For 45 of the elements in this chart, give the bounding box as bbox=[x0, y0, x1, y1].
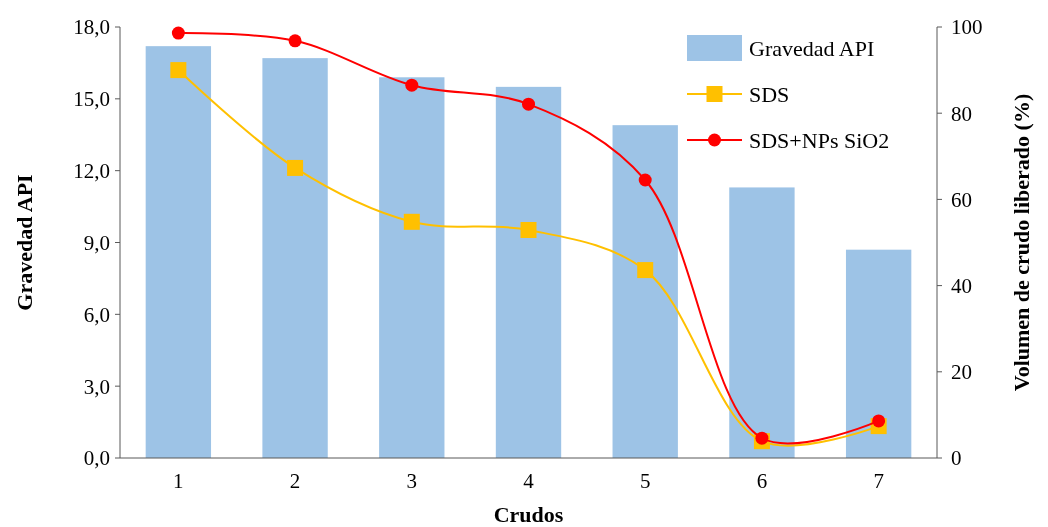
point bbox=[403, 213, 420, 230]
bar bbox=[612, 125, 678, 458]
point bbox=[522, 97, 535, 111]
y-tick-label: 0,0 bbox=[83, 446, 110, 471]
y-tick-label: 12,0 bbox=[73, 159, 110, 184]
bar bbox=[495, 86, 562, 458]
bar bbox=[145, 46, 212, 458]
x-tick-label: 4 bbox=[523, 469, 535, 493]
bar bbox=[262, 58, 328, 458]
y2-tick-label: 60 bbox=[951, 187, 972, 212]
y2-tick-label: 40 bbox=[951, 273, 972, 298]
y2-tick-label: 100 bbox=[951, 15, 983, 40]
x-tick-label: 3 bbox=[406, 469, 418, 493]
point bbox=[288, 34, 302, 48]
x-tick-label: 2 bbox=[289, 469, 301, 493]
x-tick-label: 7 bbox=[873, 469, 884, 493]
bar bbox=[379, 77, 445, 458]
y2-axis-title: Volumen de crudo liberado (%) bbox=[1009, 93, 1034, 392]
y-tick-label: 6,0 bbox=[83, 302, 110, 327]
x-tick-label: 6 bbox=[756, 469, 768, 493]
y-tick-label: 15,0 bbox=[73, 87, 110, 112]
point bbox=[520, 222, 537, 238]
y2-tick-label: 80 bbox=[951, 101, 972, 126]
point bbox=[637, 262, 654, 279]
y2-tick-label: 20 bbox=[951, 360, 972, 385]
point bbox=[638, 173, 652, 187]
y-tick-label: 9,0 bbox=[83, 230, 110, 255]
point bbox=[405, 78, 419, 92]
y-tick-label: 18,0 bbox=[73, 15, 110, 40]
x-axis-title: Crudos bbox=[493, 502, 564, 527]
point bbox=[872, 414, 886, 428]
legend-label: SDS bbox=[749, 81, 790, 107]
point bbox=[171, 26, 185, 40]
point bbox=[287, 159, 304, 176]
legend-label: SDS+NPs SiO2 bbox=[749, 127, 890, 153]
bar bbox=[729, 187, 795, 458]
legend-label: Gravedad API bbox=[749, 35, 875, 61]
y-tick-label: 3,0 bbox=[83, 374, 110, 399]
point bbox=[755, 431, 769, 445]
y2-tick-label: 0 bbox=[951, 446, 962, 471]
bar bbox=[845, 249, 912, 458]
x-tick-label: 5 bbox=[639, 469, 651, 493]
y-axis-title: Gravedad API bbox=[12, 174, 37, 311]
x-tick-label: 1 bbox=[173, 469, 184, 493]
point bbox=[170, 62, 187, 79]
